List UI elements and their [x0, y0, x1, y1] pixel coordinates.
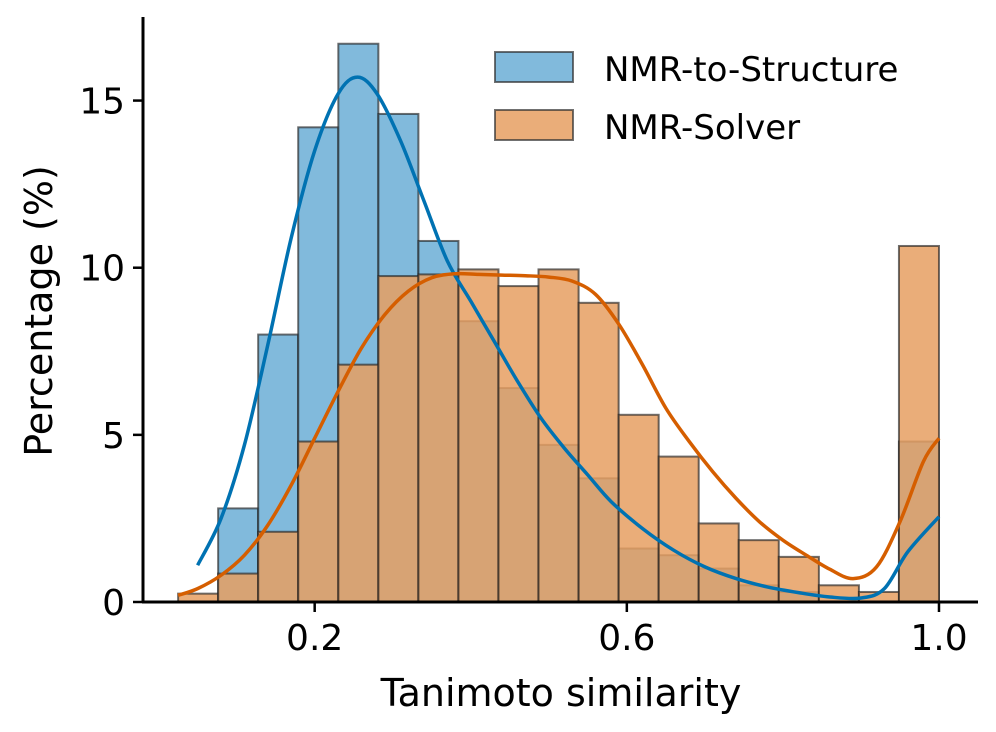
kde-line-nmr-solver [177, 271, 941, 597]
bar-nmr-solver-2 [257, 530, 300, 603]
legend: NMR-to-Structure NMR-Solver [494, 50, 898, 148]
bar-nmr-solver-13 [697, 522, 740, 604]
bar-nmr-solver-6 [417, 273, 460, 603]
bar-nmr-solver-4 [337, 363, 380, 603]
x-tick-label: 0.6 [598, 618, 655, 659]
x-tick-label: 1.0 [910, 618, 967, 659]
bar-nmr-solver-7 [457, 268, 500, 603]
bar-nmr-solver-3 [297, 440, 340, 603]
y-tick-label: 5 [102, 416, 125, 457]
kde-line-nmr-to-structure [196, 75, 941, 601]
bar-nmr-solver-14 [737, 539, 780, 604]
bar-nmr-solver-5 [377, 275, 420, 603]
legend-label-nmr-solver: NMR-Solver [604, 108, 800, 148]
bar-nmr-solver-9 [537, 268, 580, 603]
y-tick-label: 10 [79, 249, 125, 290]
bars-layer [177, 42, 940, 604]
bar-nmr-solver-18 [897, 244, 940, 603]
x-axis-label: Tanimoto similarity [380, 671, 742, 715]
ticks-layer: 0.2 0.6 1.0 0 5 10 15 [79, 82, 967, 659]
bar-nmr-solver-11 [617, 413, 660, 603]
bar-nmr-solver-8 [497, 285, 540, 603]
bar-nmr-solver-1 [217, 572, 260, 603]
kde-layer [177, 75, 941, 601]
bar-nmr-solver-12 [657, 455, 700, 604]
bar-nmr-solver-10 [577, 301, 620, 603]
legend-label-nmr-to-structure: NMR-to-Structure [604, 50, 898, 90]
y-tick-label: 0 [102, 583, 125, 624]
y-axis-label: Percentage (%) [17, 165, 61, 457]
x-tick-label: 0.2 [286, 618, 343, 659]
axes-layer [141, 17, 978, 604]
legend-swatch-nmr-to-structure [494, 51, 574, 83]
y-tick-label: 15 [79, 82, 125, 123]
legend-swatch-nmr-solver [494, 109, 574, 141]
